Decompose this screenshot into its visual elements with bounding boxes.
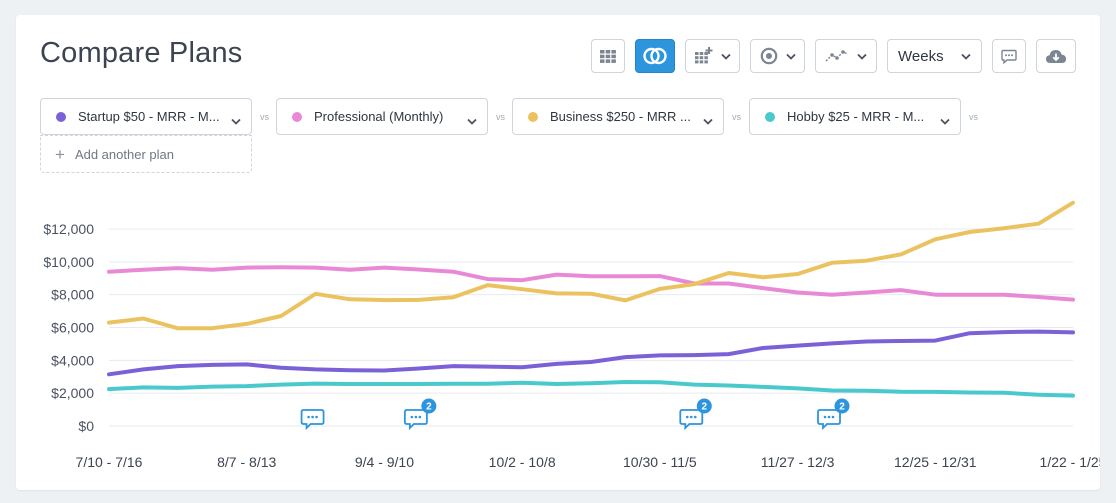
- series-color-dot: [528, 111, 538, 122]
- chevron-down-icon: [940, 113, 950, 125]
- comment-dot: [823, 415, 827, 419]
- x-tick-label: 11/27 - 12/3: [761, 454, 835, 470]
- compare-plans-card: Compare Plans Weeks: [16, 15, 1100, 490]
- annotation-count: 2: [702, 402, 708, 413]
- overlap-circles-icon: [643, 47, 667, 65]
- annotation-count: 2: [426, 402, 432, 413]
- table-grid-icon: [600, 49, 616, 63]
- series-line-2[interactable]: [107, 200, 1075, 331]
- x-tick-label: 12/25 - 12/31: [894, 454, 977, 470]
- chart-type-dropdown[interactable]: [815, 39, 877, 73]
- goal-dropdown[interactable]: [750, 39, 805, 73]
- annotation-marker[interactable]: [300, 409, 325, 431]
- annotations-button[interactable]: [992, 39, 1026, 73]
- cloud-download-icon: [1045, 48, 1067, 64]
- annotation-marker[interactable]: 2: [817, 398, 850, 431]
- annotation-count: 2: [839, 402, 845, 413]
- plus-icon: +: [55, 144, 65, 164]
- y-tick-label: $0: [78, 418, 94, 434]
- interval-select[interactable]: Weeks: [887, 39, 982, 73]
- chevron-down-icon: [720, 53, 731, 60]
- comment-icon: [403, 409, 428, 431]
- comment-dot: [827, 415, 831, 419]
- comment-dot: [689, 415, 693, 419]
- plan-label: Business $250 - MRR ...: [550, 109, 691, 124]
- add-plan-button[interactable]: + Add another plan: [40, 135, 252, 173]
- x-tick-label: 10/2 - 10/8: [489, 454, 556, 470]
- series-color-dot: [765, 111, 775, 122]
- y-tick-label: $12,000: [43, 221, 94, 237]
- comment-dot: [311, 415, 314, 419]
- y-tick-label: $10,000: [43, 254, 94, 270]
- date-range-dropdown[interactable]: [685, 39, 740, 73]
- chevron-down-icon: [857, 53, 867, 60]
- vs-label: vs: [260, 112, 269, 122]
- chevron-down-icon: [785, 53, 796, 60]
- series-color-dot: [56, 111, 66, 122]
- plan-select-hobby[interactable]: Hobby $25 - MRR - M...: [749, 98, 961, 135]
- plan-select-business[interactable]: Business $250 - MRR ...: [512, 98, 724, 135]
- vs-label: vs: [496, 112, 505, 122]
- calendar-add-icon: [694, 47, 713, 65]
- table-view-button[interactable]: [591, 39, 625, 73]
- series-line-1[interactable]: [107, 265, 1075, 302]
- series-line-3[interactable]: [107, 380, 1075, 398]
- y-tick-label: $8,000: [51, 287, 94, 303]
- comment-dot: [315, 415, 318, 419]
- comment-dot: [414, 415, 418, 419]
- annotation-marker[interactable]: 2: [403, 398, 437, 431]
- page-title: Compare Plans: [40, 37, 243, 69]
- comment-dot: [410, 415, 414, 419]
- x-tick-label: 8/7 - 8/13: [217, 454, 276, 470]
- annotation-marker[interactable]: 2: [679, 398, 712, 431]
- comment-dot: [685, 415, 689, 419]
- plan-select-startup[interactable]: Startup $50 - MRR - M...: [40, 98, 252, 135]
- chevron-down-icon: [703, 113, 713, 125]
- annotation-count-badge: [421, 398, 437, 414]
- download-button[interactable]: [1036, 39, 1076, 73]
- vs-label: vs: [969, 112, 978, 122]
- x-tick-label: 10/30 - 11/5: [623, 454, 697, 470]
- x-tick-label: 1/22 - 1/25: [1040, 454, 1100, 470]
- comment-dot: [418, 415, 422, 419]
- plan-select-professional[interactable]: Professional (Monthly): [276, 98, 488, 135]
- chevron-down-icon: [231, 113, 241, 125]
- comment-icon: [300, 409, 325, 431]
- comment-icon: [817, 409, 841, 431]
- chevron-down-icon: [467, 113, 477, 125]
- chevron-down-icon: [961, 53, 971, 60]
- comment-dot: [831, 415, 835, 419]
- y-tick-label: $2,000: [51, 385, 94, 401]
- series-color-dot: [292, 111, 302, 122]
- y-tick-label: $6,000: [51, 320, 94, 336]
- plan-label: Startup $50 - MRR - M...: [78, 109, 220, 124]
- comment-dot: [693, 415, 697, 419]
- comment-icon: [1001, 49, 1017, 64]
- compare-view-button[interactable]: [635, 39, 675, 73]
- target-icon: [760, 47, 778, 65]
- add-plan-label: Add another plan: [74, 146, 174, 162]
- line-chart-icon: [825, 49, 849, 63]
- x-tick-label: 9/4 - 9/10: [355, 454, 414, 470]
- y-tick-label: $4,000: [51, 352, 94, 368]
- annotation-count-badge: [834, 398, 850, 414]
- vs-label: vs: [732, 112, 741, 122]
- comment-icon: [679, 409, 704, 431]
- annotation-count-badge: [696, 398, 712, 414]
- mrr-line-chart: $0 $2,000 $4,000 $6,000 $8,000 $10,000 $12,000…: [43, 200, 1100, 470]
- comment-dot: [307, 415, 310, 419]
- interval-label: Weeks: [898, 47, 944, 65]
- plan-label: Hobby $25 - MRR - M...: [787, 109, 925, 124]
- series-line-0[interactable]: [107, 329, 1075, 377]
- x-tick-label: 7/10 - 7/16: [76, 454, 143, 470]
- plan-label: Professional (Monthly): [314, 109, 444, 124]
